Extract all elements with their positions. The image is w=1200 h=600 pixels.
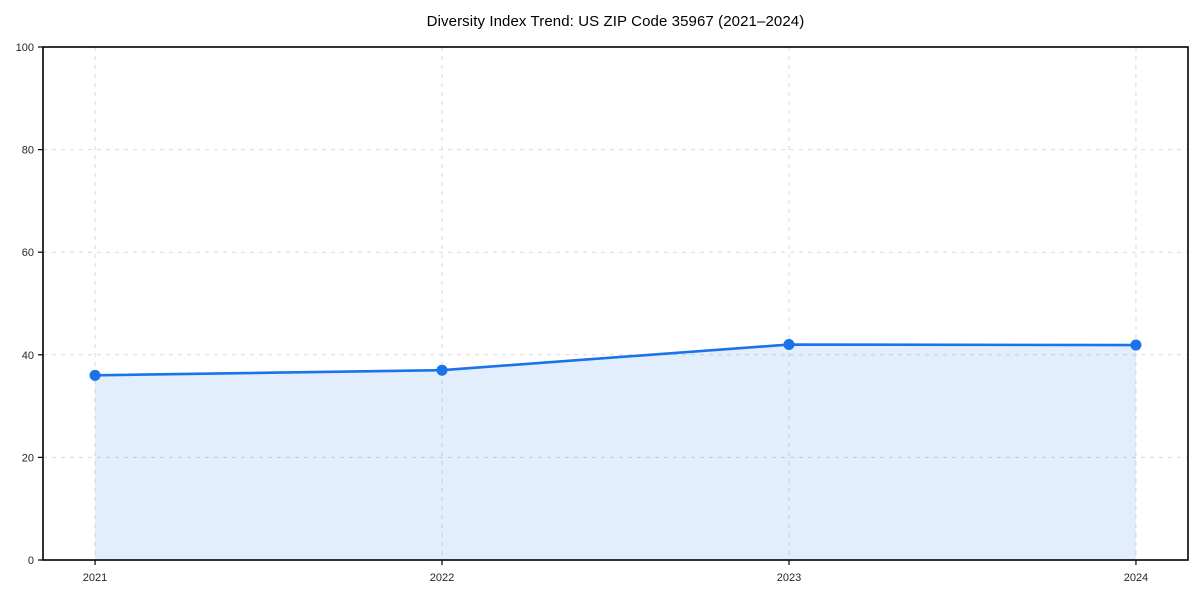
y-tick-label: 20 [22, 452, 34, 464]
x-tick-label: 2021 [83, 572, 107, 584]
data-point [89, 369, 101, 381]
y-tick-label: 40 [22, 350, 34, 362]
data-point [1130, 339, 1142, 351]
data-point [783, 339, 795, 351]
y-tick-label: 100 [16, 42, 34, 54]
y-tick-label: 60 [22, 247, 34, 259]
area-fill [95, 344, 1136, 560]
x-tick-label: 2022 [430, 572, 454, 584]
data-point [436, 364, 448, 376]
y-tick-label: 0 [28, 555, 34, 567]
x-tick-label: 2023 [777, 572, 801, 584]
x-tick-label: 2024 [1124, 572, 1148, 584]
trend-line [93, 343, 1138, 377]
chart-title: Diversity Index Trend: US ZIP Code 35967… [426, 13, 805, 30]
axes-frame [42, 46, 1189, 561]
y-tick-label: 80 [22, 145, 34, 157]
